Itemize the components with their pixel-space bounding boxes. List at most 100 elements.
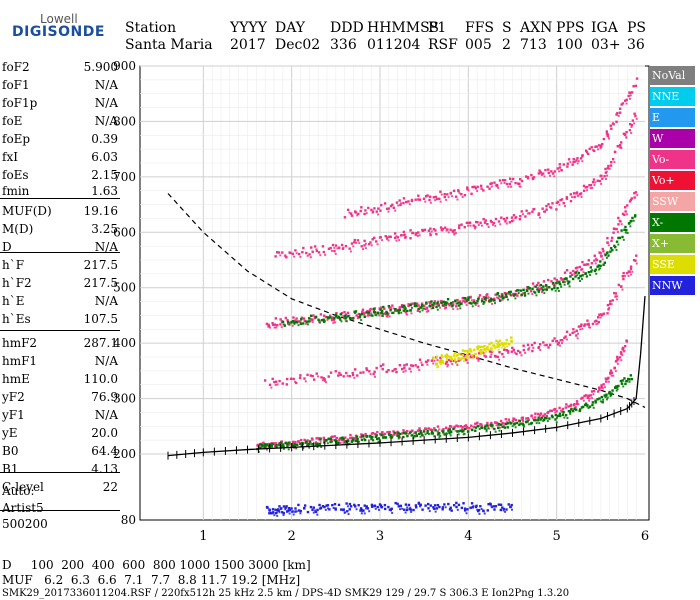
trace-point: [517, 292, 520, 295]
trace-point: [467, 296, 470, 299]
trace-point: [444, 362, 448, 365]
trace-point: [319, 441, 322, 444]
trace-point: [525, 209, 528, 212]
trace-point: [438, 197, 441, 201]
trace-point: [365, 311, 368, 314]
trace-point: [593, 254, 596, 257]
trace-point: [601, 247, 604, 251]
trace-point: [440, 193, 443, 196]
trace-point: [489, 347, 493, 350]
trace-point: [305, 320, 308, 323]
trace-point: [314, 509, 317, 512]
trace-point: [344, 244, 348, 248]
trace-point: [347, 315, 350, 318]
trace-point: [568, 280, 571, 283]
trace-point: [275, 444, 278, 447]
trace-point: [501, 294, 504, 297]
trace-point: [428, 305, 431, 308]
trace-point: [608, 306, 611, 309]
trace-point: [331, 435, 334, 438]
trace-point: [497, 220, 501, 223]
trace-point: [463, 193, 467, 197]
trace-point: [610, 374, 613, 377]
trace-point: [380, 314, 383, 317]
trace-point: [417, 307, 420, 311]
y-tick-label: 500: [113, 281, 136, 295]
trace-point: [487, 503, 490, 506]
trace-point: [575, 334, 578, 337]
trace-point: [342, 441, 345, 444]
trace-point: [599, 251, 602, 255]
trace-point: [359, 371, 362, 374]
trace-point: [478, 349, 482, 353]
trace-point: [521, 418, 524, 422]
trace-point: [540, 287, 543, 290]
trace-point: [621, 354, 624, 357]
trace-point: [510, 350, 514, 353]
trace-point: [482, 295, 485, 299]
trace-point: [322, 438, 326, 441]
trace-point: [271, 508, 275, 511]
trace-point: [502, 217, 506, 221]
trace-point: [480, 187, 483, 190]
trace-point: [498, 429, 501, 432]
trace-point: [464, 297, 467, 300]
trace-point: [299, 509, 302, 513]
trace-point: [480, 299, 484, 303]
trace-point: [482, 509, 485, 513]
trace-point: [316, 513, 319, 516]
trace-point: [292, 377, 295, 381]
trace-point: [474, 429, 477, 432]
trace-point: [432, 228, 436, 231]
trace-point: [600, 386, 603, 389]
trace-point: [585, 275, 588, 278]
trace-point: [582, 189, 586, 192]
trace-point: [536, 419, 540, 422]
trace-point: [502, 355, 505, 358]
trace-point: [427, 432, 430, 435]
trace-point: [299, 374, 302, 377]
trace-point: [535, 283, 539, 287]
trace-point: [375, 240, 378, 243]
trace-point: [547, 346, 550, 349]
trace-point: [435, 305, 438, 309]
trace-point: [495, 421, 499, 425]
trace-point: [417, 231, 420, 234]
trace-point: [397, 435, 401, 438]
trace-point: [568, 333, 572, 336]
trace-point: [274, 383, 277, 386]
trace-point: [543, 175, 546, 178]
param-separator: [0, 472, 120, 473]
trace-point: [559, 344, 562, 347]
trace-point: [276, 383, 279, 386]
trace-point: [284, 254, 287, 257]
trace-point: [387, 207, 390, 210]
param-row-h-f: h`F 217.5: [2, 256, 118, 274]
trace-point: [629, 97, 632, 100]
trace-point: [433, 302, 436, 305]
trace-point: [575, 191, 579, 194]
trace-point: [386, 236, 389, 239]
trace-point: [392, 311, 395, 315]
trace-point: [334, 244, 338, 247]
trace-point: [403, 364, 406, 367]
trace-point: [620, 285, 623, 288]
trace-point: [533, 291, 537, 294]
trace-point: [494, 347, 497, 350]
trace-point: [364, 432, 367, 436]
trace-point: [552, 408, 556, 411]
trace-point: [399, 436, 402, 439]
trace-point: [566, 417, 569, 420]
trace-point: [563, 283, 566, 286]
trace-point: [550, 170, 553, 173]
trace-point: [363, 239, 366, 243]
trace-point: [562, 278, 566, 281]
trace-point: [559, 277, 563, 280]
trace-point: [587, 326, 590, 329]
trace-point: [483, 297, 487, 301]
trace-point: [557, 289, 560, 292]
trace-point: [380, 505, 384, 509]
trace-point: [633, 196, 636, 199]
trace-point: [624, 382, 627, 386]
trace-point: [289, 251, 292, 255]
